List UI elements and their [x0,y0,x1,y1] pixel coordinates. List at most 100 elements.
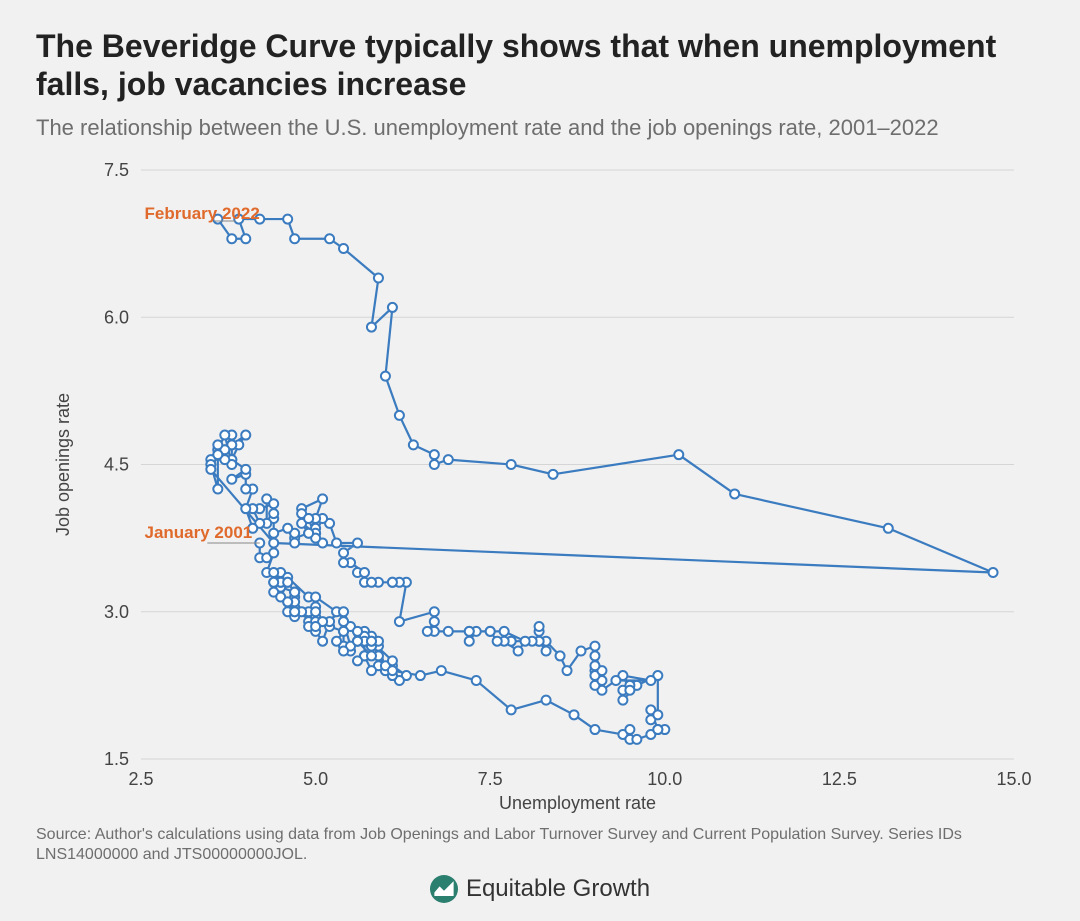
data-marker [241,234,250,243]
data-marker [367,323,376,332]
data-marker [576,647,585,656]
data-marker [625,725,634,734]
data-marker [269,548,278,557]
data-marker [353,539,362,548]
data-marker [521,637,530,646]
data-marker [430,460,439,469]
data-marker [618,696,627,705]
data-marker [590,725,599,734]
data-marker [213,440,222,449]
data-marker [444,455,453,464]
series-line [211,219,993,739]
data-marker [367,578,376,587]
data-marker [388,666,397,675]
data-marker [507,706,516,715]
data-marker [290,607,299,616]
data-marker [213,450,222,459]
y-axis-label: Job openings rate [53,393,73,536]
data-marker [241,504,250,513]
data-marker [416,671,425,680]
data-marker [590,642,599,651]
data-marker [514,647,523,656]
data-marker [241,431,250,440]
data-marker [367,666,376,675]
data-marker [388,656,397,665]
chart-area: 1.53.04.56.07.52.55.07.510.012.515.0Job … [36,150,1044,819]
y-tick-label: 3.0 [104,602,129,622]
data-marker [409,440,418,449]
data-marker [653,725,662,734]
data-marker [353,656,362,665]
data-marker [339,558,348,567]
data-marker [884,524,893,533]
data-marker [430,607,439,616]
data-marker [388,578,397,587]
data-marker [304,529,313,538]
data-marker [318,637,327,646]
data-marker [374,274,383,283]
data-marker [269,578,278,587]
x-tick-label: 5.0 [303,769,328,789]
data-marker [339,548,348,557]
data-marker [325,234,334,243]
data-marker [423,627,432,636]
markers [206,215,997,744]
brand-logo-icon [430,875,458,903]
data-marker [625,686,634,695]
data-marker [542,647,551,656]
data-marker [507,460,516,469]
brand-name: Equitable Growth [466,875,650,903]
data-marker [283,215,292,224]
data-marker [500,627,509,636]
data-marker [542,696,551,705]
data-marker [989,568,998,577]
annotation-label: January 2001 [144,523,252,542]
data-marker [339,627,348,636]
data-marker [290,588,299,597]
data-marker [535,622,544,631]
data-marker [367,652,376,661]
data-marker [269,509,278,518]
y-tick-label: 4.5 [104,455,129,475]
brand-footer: Equitable Growth [36,875,1044,911]
data-marker [318,494,327,503]
data-marker [360,568,369,577]
x-tick-label: 12.5 [822,769,857,789]
data-marker [213,485,222,494]
x-tick-label: 7.5 [478,769,503,789]
data-marker [269,539,278,548]
data-marker [304,514,313,523]
y-tick-label: 6.0 [104,307,129,327]
x-tick-label: 10.0 [647,769,682,789]
data-marker [646,676,655,685]
y-tick-label: 7.5 [104,160,129,180]
x-tick-label: 2.5 [128,769,153,789]
data-marker [220,431,229,440]
data-marker [332,539,341,548]
data-marker [590,661,599,670]
data-marker [549,470,558,479]
data-marker [283,598,292,607]
beveridge-curve-chart: 1.53.04.56.07.52.55.07.510.012.515.0Job … [36,150,1044,819]
annotation-label: February 2022 [144,204,259,223]
data-marker [311,607,320,616]
data-marker [290,234,299,243]
data-marker [388,303,397,312]
data-marker [290,539,299,548]
data-marker [227,475,236,484]
data-marker [339,244,348,253]
data-marker [465,627,474,636]
data-marker [269,529,278,538]
page: The Beveridge Curve typically shows that… [0,0,1080,921]
data-marker [632,735,641,744]
data-marker [269,568,278,577]
data-marker [367,637,376,646]
data-marker [339,607,348,616]
data-marker [444,627,453,636]
data-marker [339,617,348,626]
chart-subtitle: The relationship between the U.S. unempl… [36,114,1044,143]
data-marker [611,676,620,685]
data-marker [311,593,320,602]
data-marker [730,490,739,499]
data-marker [465,637,474,646]
